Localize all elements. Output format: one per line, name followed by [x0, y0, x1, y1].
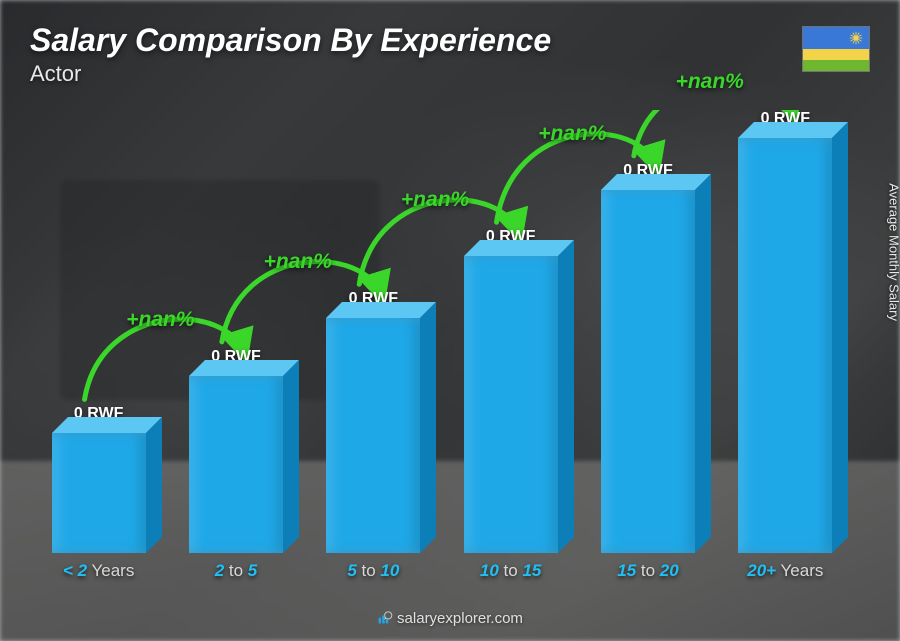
chart-container: Salary Comparison By Experience Actor Av… — [0, 0, 900, 641]
growth-pct-label: +nan% — [401, 188, 469, 212]
country-flag-rwanda — [802, 26, 870, 72]
bar-slot: 0 RWF — [717, 110, 854, 553]
growth-pct-label: +nan% — [264, 250, 332, 274]
logo-icon — [377, 609, 393, 625]
header: Salary Comparison By Experience Actor — [30, 22, 870, 87]
bar — [326, 318, 420, 553]
page-title: Salary Comparison By Experience — [30, 22, 870, 59]
footer: salaryexplorer.com — [0, 609, 900, 627]
x-axis-label: 2 to 5 — [167, 561, 304, 581]
page-subtitle: Actor — [30, 61, 870, 87]
footer-site: salaryexplorer.com — [397, 610, 523, 627]
bar — [601, 190, 695, 553]
bar-slot: 0 RWF — [442, 110, 579, 553]
x-axis-label: 10 to 15 — [442, 561, 579, 581]
y-axis-label: Average Monthly Salary — [887, 183, 900, 321]
bar — [464, 256, 558, 553]
bar-chart: 0 RWF0 RWF0 RWF0 RWF0 RWF0 RWF < 2 Years… — [30, 110, 854, 581]
growth-pct-label: +nan% — [126, 308, 194, 332]
x-axis-label: 5 to 10 — [305, 561, 442, 581]
bar — [738, 138, 832, 553]
growth-pct-label: +nan% — [676, 70, 744, 94]
x-axis-label: 20+ Years — [717, 561, 854, 581]
growth-pct-label: +nan% — [538, 122, 606, 146]
bar-slot: 0 RWF — [305, 110, 442, 553]
x-axis-labels: < 2 Years2 to 55 to 1010 to 1515 to 2020… — [30, 561, 854, 581]
x-axis-label: < 2 Years — [30, 561, 167, 581]
x-axis-label: 15 to 20 — [579, 561, 716, 581]
bar — [52, 433, 146, 553]
bar — [189, 376, 283, 553]
bar-slot: 0 RWF — [579, 110, 716, 553]
